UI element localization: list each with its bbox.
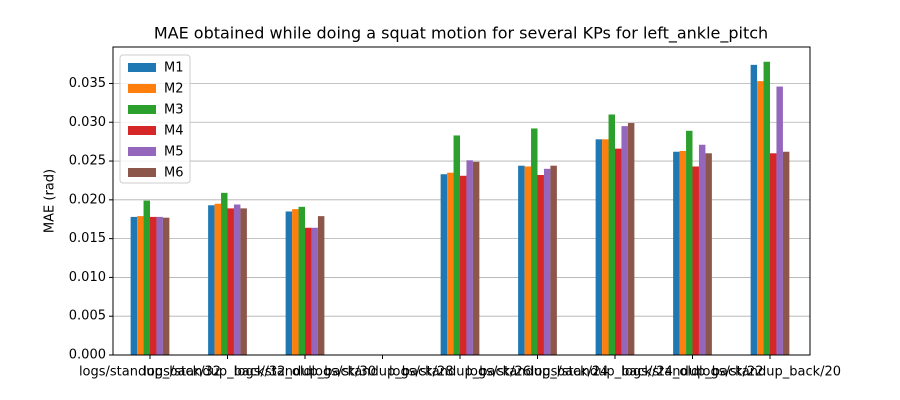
bar bbox=[770, 153, 777, 355]
bar bbox=[143, 200, 150, 355]
bar bbox=[130, 216, 138, 355]
bar bbox=[208, 205, 215, 355]
legend-swatch bbox=[128, 126, 156, 135]
legend-label: M6 bbox=[164, 166, 184, 181]
bar bbox=[537, 175, 544, 355]
bar bbox=[627, 123, 635, 355]
x-tick-label: logs/standup_back/32_old bbox=[143, 365, 311, 380]
bar bbox=[543, 168, 551, 355]
bar bbox=[673, 151, 680, 355]
y-tick-label: 0.015 bbox=[69, 231, 106, 246]
bar bbox=[453, 135, 460, 355]
bar bbox=[472, 161, 480, 355]
bar bbox=[608, 114, 615, 356]
plot-frame bbox=[112, 46, 811, 356]
y-tick-label: 0.030 bbox=[69, 115, 106, 130]
y-axis-label: MAE (rad) bbox=[43, 169, 58, 233]
bar bbox=[311, 227, 318, 355]
bar bbox=[447, 172, 454, 355]
bar bbox=[776, 86, 783, 356]
bar bbox=[298, 206, 305, 355]
y-tick-label: 0.020 bbox=[69, 192, 106, 207]
bar bbox=[602, 139, 609, 355]
legend-swatch bbox=[128, 168, 156, 177]
bar bbox=[214, 203, 222, 355]
x-tick-label: logs/standup_back/32 bbox=[79, 365, 221, 380]
bar bbox=[518, 165, 525, 355]
x-tick-label: logs/standup_back/22 bbox=[621, 365, 763, 380]
legend-label: M2 bbox=[164, 82, 184, 97]
bar bbox=[466, 160, 473, 355]
legend-label: M4 bbox=[164, 124, 184, 139]
bar bbox=[460, 175, 467, 355]
legend-swatch bbox=[128, 105, 156, 114]
bar bbox=[692, 166, 699, 355]
bar bbox=[305, 227, 312, 355]
bar bbox=[763, 61, 770, 356]
bar bbox=[227, 208, 234, 355]
bar bbox=[162, 217, 170, 355]
bar bbox=[615, 148, 622, 355]
y-tick-label: 0.025 bbox=[69, 154, 106, 169]
bar bbox=[750, 64, 758, 356]
bar bbox=[757, 81, 764, 355]
legend-label: M1 bbox=[164, 61, 184, 76]
bar bbox=[679, 150, 687, 355]
bar bbox=[292, 209, 299, 355]
legend-label: M5 bbox=[164, 145, 184, 160]
bar bbox=[440, 174, 448, 355]
bar bbox=[285, 211, 293, 355]
y-tick-label: 0.010 bbox=[69, 270, 106, 285]
x-tick-label: logs/standup_back/30 bbox=[234, 365, 376, 380]
bar bbox=[782, 151, 790, 355]
bar bbox=[233, 204, 241, 355]
y-tick-label: 0.000 bbox=[69, 348, 106, 363]
bar bbox=[240, 208, 247, 355]
chart-title: MAE obtained while doing a squat motion … bbox=[154, 24, 768, 44]
x-tick-label: logs/standup_back/26 bbox=[389, 365, 531, 380]
x-tick-label: logs/standup_back/28 bbox=[311, 365, 453, 380]
bar bbox=[317, 216, 325, 355]
legend-label: M3 bbox=[164, 103, 184, 118]
legend-swatch bbox=[128, 63, 156, 72]
bar bbox=[531, 128, 538, 355]
bar bbox=[156, 216, 163, 355]
bar bbox=[524, 166, 532, 355]
bar bbox=[686, 130, 693, 355]
bar bbox=[621, 126, 628, 355]
y-tick-label: 0.005 bbox=[69, 309, 106, 324]
bar bbox=[595, 139, 603, 355]
x-tick-label: logs/standup_back/20 bbox=[699, 365, 841, 380]
bar bbox=[221, 192, 228, 355]
y-tick-label: 0.035 bbox=[69, 76, 106, 91]
bar bbox=[137, 216, 144, 355]
bar bbox=[698, 144, 706, 355]
legend-swatch bbox=[128, 147, 156, 156]
bar bbox=[150, 216, 157, 355]
bar bbox=[705, 153, 712, 355]
x-tick-label: logs/standup_back/24_old bbox=[531, 365, 699, 380]
x-tick-label: logs/standup_back/24 bbox=[466, 365, 608, 380]
bar bbox=[550, 165, 557, 355]
legend-swatch bbox=[128, 84, 156, 93]
